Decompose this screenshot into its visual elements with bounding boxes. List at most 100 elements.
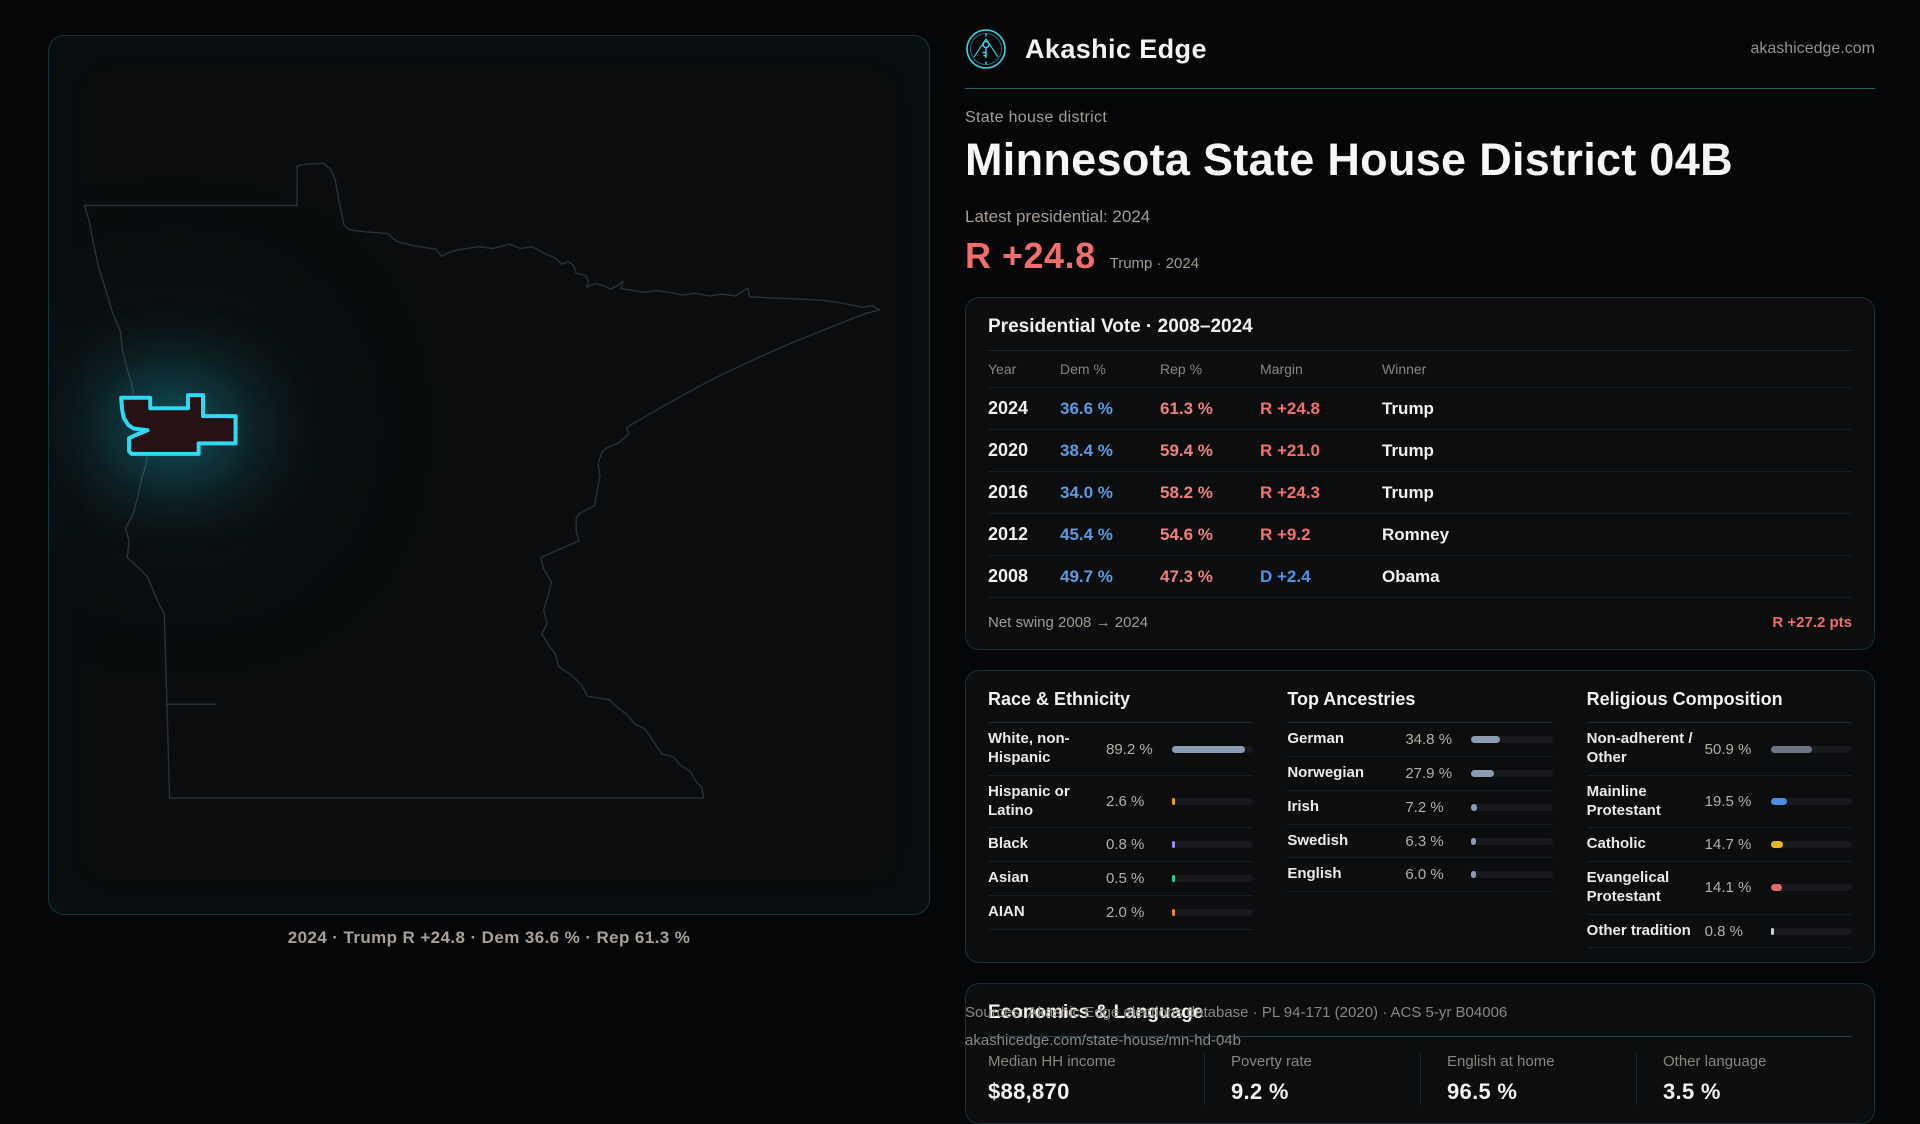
table-row: 2012 45.4 % 54.6 % R +9.2 Romney (988, 514, 1852, 557)
stat-value: 7.2 % (1405, 798, 1444, 816)
col-header-rep: Rep % (1160, 361, 1203, 378)
stat-bar (1471, 770, 1553, 778)
stat-label: English at home (1447, 1053, 1555, 1071)
stat-label: Swedish (1287, 831, 1349, 849)
col-header-winner: Winner (1382, 361, 1427, 378)
stat-row: Mainline Protestant 19.5 % (1586, 776, 1852, 829)
district-map-panel (48, 35, 930, 915)
religion-section: Religious Composition Non-adherent / Oth… (1586, 689, 1852, 949)
stat-value: 27.9 % (1405, 765, 1453, 783)
stat-value: 6.3 % (1405, 832, 1444, 850)
winner-cell: Trump (1382, 398, 1434, 418)
page-title: Minnesota State House District 04B (965, 134, 1733, 185)
margin-cell: R +21.0 (1260, 440, 1321, 460)
stat-bar (1172, 875, 1254, 883)
stat-value: 0.8 % (1704, 922, 1744, 940)
table-row: 2020 38.4 % 59.4 % R +21.0 Trump (988, 430, 1852, 473)
stat-label: Norwegian (1287, 764, 1365, 782)
rep-cell: 54.6 % (1160, 524, 1213, 544)
stat-value: 14.7 % (1704, 836, 1752, 854)
economics-stats-row: Median HH income $88,870 Poverty rate 9.… (988, 1053, 1852, 1106)
stat-value: $88,870 (988, 1079, 1070, 1105)
dem-cell: 38.4 % (1060, 440, 1113, 460)
stat-value: 6.0 % (1405, 866, 1444, 884)
detail-column: Akashic Edge akashicedge.com State house… (965, 28, 1875, 1124)
rep-cell: 59.4 % (1160, 440, 1213, 460)
stat-label: Median HH income (988, 1053, 1116, 1071)
year-cell: 2024 (988, 398, 1029, 419)
stat-label: German (1287, 730, 1345, 748)
race-section-title: Race & Ethnicity (988, 689, 1254, 724)
stat-row: Black 0.8 % (988, 828, 1254, 863)
stat-label: Asian (988, 869, 1029, 887)
stat-label: Other language (1663, 1053, 1767, 1071)
headline-margin-row: R +24.8 Trump · 2024 (965, 235, 1875, 277)
stat-row: Hispanic or Latino 2.6 % (988, 776, 1254, 829)
latest-presidential-label: Latest presidential: 2024 (965, 207, 1151, 227)
stat-row: English 6.0 % (1287, 858, 1553, 893)
stat-row: German 34.8 % (1287, 723, 1553, 758)
col-header-dem: Dem % (1060, 361, 1106, 378)
headline-margin-value: R +24.8 (965, 235, 1096, 277)
margin-cell: R +24.8 (1260, 398, 1321, 418)
stat-label: White, non-Hispanic (988, 730, 1070, 767)
net-swing-row: Net swing 2008 → 2024 R +27.2 pts (988, 598, 1852, 631)
stat-label: Non-adherent / Other (1586, 730, 1693, 767)
akashic-edge-logo-icon (966, 29, 1006, 69)
stat-row: Evangelical Protestant 14.1 % (1586, 862, 1852, 915)
stat-value: 96.5 % (1447, 1079, 1518, 1105)
margin-cell: R +24.3 (1260, 482, 1321, 502)
winner-cell: Trump (1382, 482, 1434, 502)
stat-label: Irish (1287, 797, 1320, 815)
stat-bar (1770, 927, 1852, 935)
stat-bar (1770, 798, 1852, 806)
stat-bar (1172, 745, 1254, 753)
stat-other-language: Other language 3.5 % (1636, 1053, 1852, 1106)
stat-bar (1770, 884, 1852, 892)
stat-row: Norwegian 27.9 % (1287, 757, 1553, 791)
sources-line: Sources: Akashic Edge elections database… (965, 1004, 1508, 1021)
stat-english-at-home: English at home 96.5 % (1420, 1053, 1636, 1106)
stat-bar (1471, 871, 1553, 879)
rep-cell: 61.3 % (1160, 398, 1213, 418)
dem-cell: 45.4 % (1060, 524, 1113, 544)
minnesota-state-outline (84, 163, 880, 798)
sources-url: akashicedge.com/state-house/mn-hd-04b (965, 1031, 1241, 1049)
year-cell: 2020 (988, 440, 1029, 461)
stat-value: 0.5 % (1106, 870, 1145, 888)
margin-cell: R +9.2 (1260, 524, 1311, 544)
rep-cell: 47.3 % (1160, 566, 1213, 586)
table-row: 2016 34.0 % 58.2 % R +24.3 Trump (988, 472, 1852, 515)
margin-cell: D +2.4 (1260, 566, 1311, 586)
district-04b-shape (121, 395, 235, 454)
stat-bar (1770, 745, 1852, 753)
stat-label: Mainline Protestant (1586, 782, 1661, 819)
stat-bar (1471, 803, 1553, 811)
site-header: Akashic Edge akashicedge.com (965, 28, 1875, 89)
dem-cell: 49.7 % (1060, 566, 1113, 586)
stat-label: English (1287, 865, 1342, 883)
stat-value: 89.2 % (1106, 740, 1153, 758)
stat-value: 0.8 % (1106, 836, 1145, 854)
stat-value: 9.2 % (1231, 1079, 1289, 1105)
stat-row: White, non-Hispanic 89.2 % (988, 723, 1254, 776)
economics-card-title: Economics & Language (988, 1002, 1852, 1038)
minnesota-map (49, 36, 929, 914)
stat-row: Other tradition 0.8 % (1586, 915, 1852, 949)
dem-cell: 36.6 % (1060, 398, 1113, 418)
brand-domain-link[interactable]: akashicedge.com (1750, 40, 1875, 57)
demographics-card: Race & Ethnicity White, non-Hispanic 89.… (965, 670, 1875, 964)
winner-cell: Romney (1382, 524, 1450, 544)
brand-name: Akashic Edge (1025, 33, 1207, 64)
stat-row: Irish 7.2 % (1287, 791, 1553, 825)
year-cell: 2012 (988, 524, 1029, 545)
stat-label: Evangelical Protestant (1586, 869, 1670, 905)
religion-section-title: Religious Composition (1586, 689, 1852, 724)
table-header-row: Year Dem % Rep % Margin Winner (988, 351, 1852, 389)
stat-median-income: Median HH income $88,870 (988, 1053, 1204, 1105)
stat-label: Hispanic or Latino (988, 782, 1070, 819)
stat-label: Black (988, 835, 1029, 853)
stat-label: Catholic (1586, 835, 1646, 853)
stat-row: Swedish 6.3 % (1287, 825, 1553, 859)
stat-label: Poverty rate (1231, 1053, 1312, 1071)
